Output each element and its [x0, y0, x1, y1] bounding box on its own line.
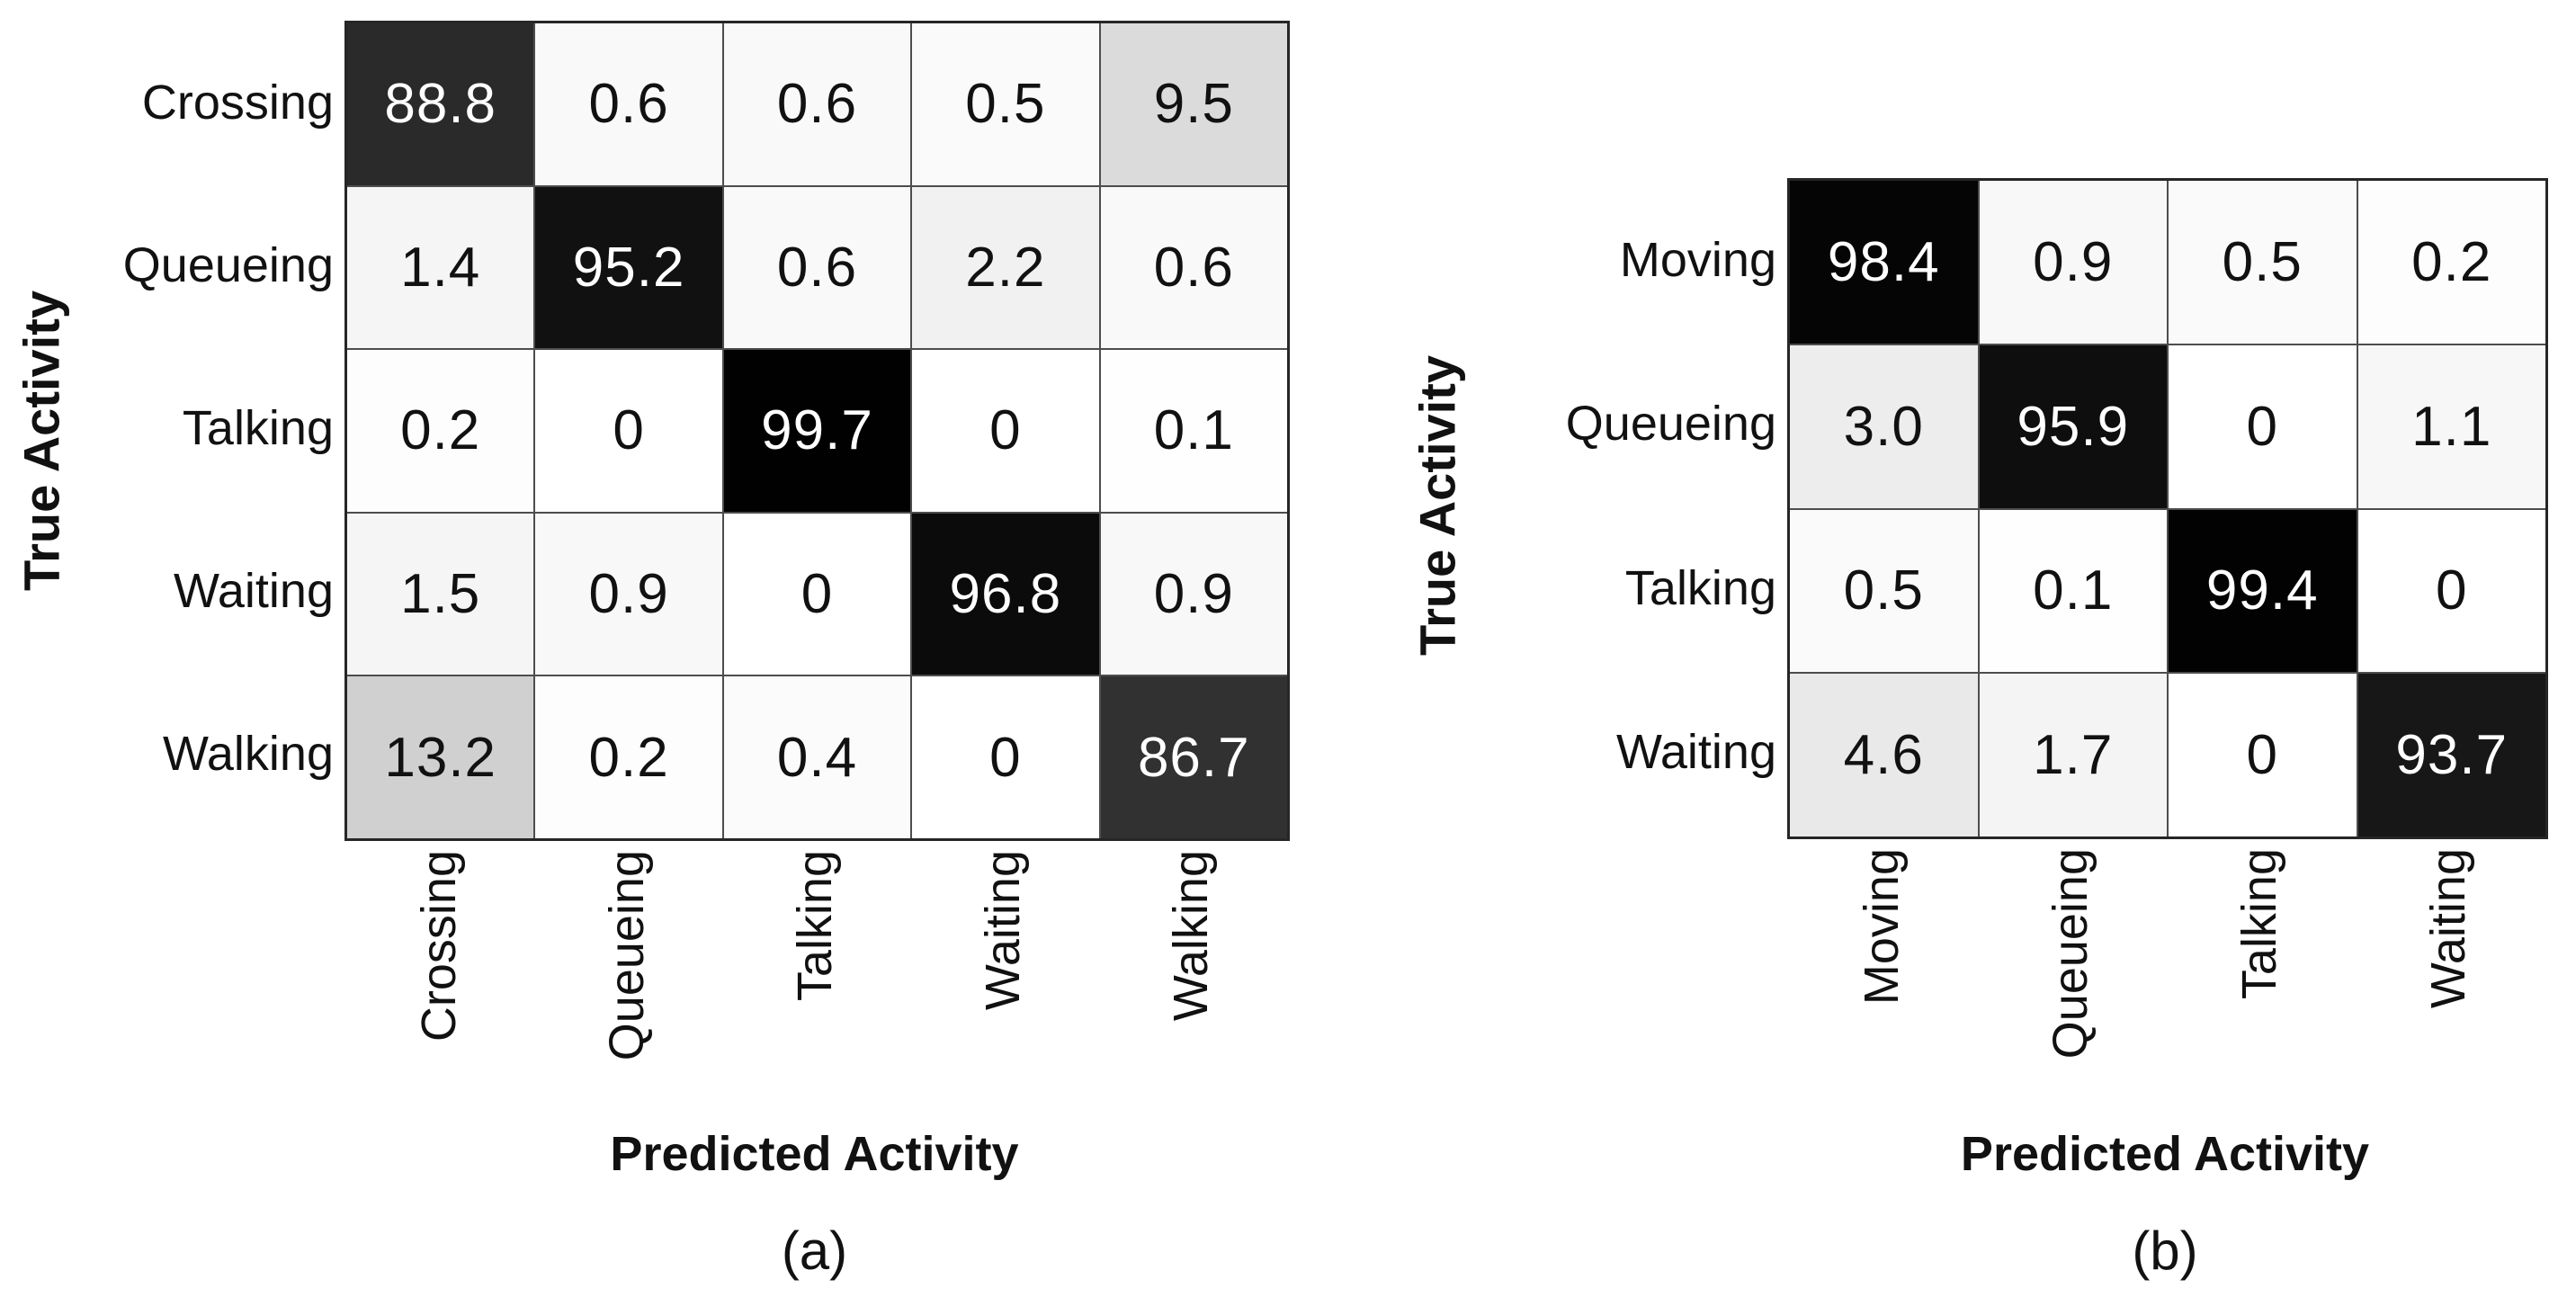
row-label: Waiting — [173, 564, 334, 618]
matrix-cell: 0.5 — [912, 23, 1099, 185]
matrix-cell: 99.7 — [723, 350, 911, 512]
matrix-cell: 95.9 — [1979, 344, 2167, 508]
row-label: Waiting — [1615, 725, 1776, 779]
subfigure-caption: (a) — [781, 1221, 848, 1281]
matrix-cell: 13.2 — [347, 676, 534, 838]
matrix-cell: 93.7 — [2357, 674, 2545, 836]
matrix-cell: 0.2 — [347, 350, 534, 512]
matrix-cell: 86.7 — [1100, 676, 1287, 838]
x-axis-title: Predicted Activity — [1960, 1127, 2370, 1181]
row-label: Walking — [162, 727, 334, 781]
matrix-cell: 0 — [535, 350, 722, 512]
row-label: Queueing — [1565, 397, 1776, 451]
matrix-cell: 0 — [912, 350, 1099, 512]
col-label: Talking — [2232, 848, 2286, 1000]
subfigure-caption: (b) — [2132, 1221, 2198, 1281]
matrix-cell: 3.0 — [1790, 344, 1978, 508]
matrix-cell: 0.9 — [1979, 181, 2167, 344]
matrix-cell: 1.1 — [2357, 344, 2545, 508]
matrix-cell: 1.5 — [347, 513, 534, 675]
matrix-cell: 98.4 — [1790, 181, 1978, 344]
matrix-cell: 4.6 — [1790, 674, 1978, 836]
row-label: Queueing — [122, 238, 334, 292]
matrix-cell: 0.6 — [535, 23, 722, 185]
col-label: Moving — [1855, 848, 1909, 1006]
matrix-cell: 99.4 — [2169, 509, 2357, 673]
heatmap-grid: 88.8 0.6 0.6 0.5 9.5 1.4 95.2 0.6 2.2 0.6 0.2 0 99.7… — [344, 21, 1290, 841]
col-label: Queueing — [2044, 848, 2097, 1060]
row-label: Moving — [1619, 233, 1776, 287]
row-label: Talking — [1624, 561, 1776, 615]
matrix-cell: 0.6 — [723, 186, 911, 349]
matrix-cell: 0.2 — [535, 676, 722, 838]
matrix-cell: 1.4 — [347, 186, 534, 349]
matrix-cell: 95.2 — [535, 186, 722, 349]
row-label: Crossing — [141, 76, 334, 130]
y-axis-title: True Activity — [1409, 354, 1466, 657]
matrix-cell: 0 — [2357, 509, 2545, 673]
matrix-cell: 0.1 — [1979, 509, 2167, 673]
matrix-cell: 0 — [912, 676, 1099, 838]
matrix-cell: 0.4 — [723, 676, 911, 838]
col-label: Waiting — [2421, 848, 2475, 1009]
matrix-cell: 0.5 — [1790, 509, 1978, 673]
matrix-cell: 9.5 — [1100, 23, 1287, 185]
row-label: Talking — [182, 401, 334, 455]
matrix-cell: 1.7 — [1979, 674, 2167, 836]
matrix-cell: 0.5 — [2169, 181, 2357, 344]
x-axis-title: Predicted Activity — [610, 1127, 1019, 1181]
matrix-cell: 0.2 — [2357, 181, 2545, 344]
heatmap-grid: 98.4 0.9 0.5 0.2 3.0 95.9 0 1.1 0.5 0.1 99.4 0 4.6 1.… — [1787, 178, 2548, 839]
matrix-cell: 0.6 — [723, 23, 911, 185]
matrix-cell: 88.8 — [347, 23, 534, 185]
matrix-cell: 96.8 — [912, 513, 1099, 675]
matrix-cell: 0 — [2169, 674, 2357, 836]
matrix-cell: 2.2 — [912, 186, 1099, 349]
matrix-cell: 0.1 — [1100, 350, 1287, 512]
matrix-cell: 0.9 — [1100, 513, 1287, 675]
matrix-cell: 0 — [2169, 344, 2357, 508]
matrix-cell: 0.9 — [535, 513, 722, 675]
matrix-cell: 0.6 — [1100, 186, 1287, 349]
matrix-cell: 0 — [723, 513, 911, 675]
